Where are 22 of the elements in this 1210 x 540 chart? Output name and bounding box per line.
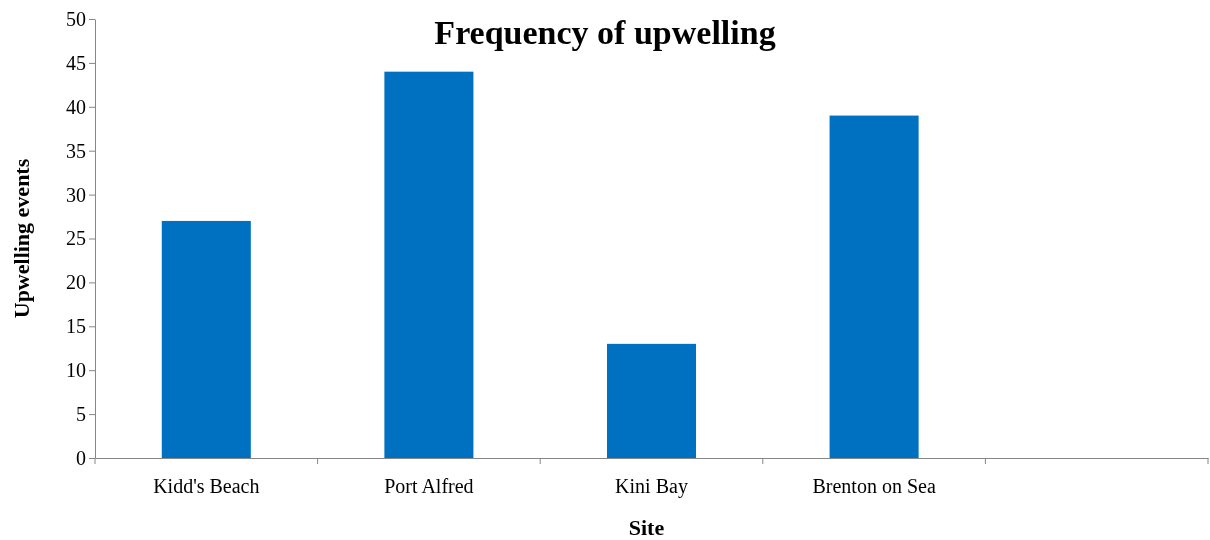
- x-tick-label: Kini Bay: [615, 475, 688, 498]
- x-tick-label: Port Alfred: [384, 475, 474, 497]
- x-tick-label: Brenton on Sea: [812, 475, 936, 497]
- y-tick-label: 25: [66, 227, 86, 250]
- y-tick-label: 45: [66, 51, 86, 74]
- chart-title: Frequency of upwelling: [434, 14, 776, 51]
- y-tick-label: 40: [66, 95, 86, 118]
- y-tick-label: 15: [66, 315, 86, 338]
- bar: [829, 115, 919, 458]
- bar: [161, 220, 251, 458]
- y-tick-label: 30: [66, 183, 86, 206]
- x-axis-title: Site: [628, 515, 665, 540]
- bar: [606, 343, 697, 458]
- x-tick-label: Kidd's Beach: [153, 475, 260, 497]
- y-tick-label: 20: [66, 271, 86, 294]
- y-tick-label: 35: [66, 139, 86, 162]
- y-tick-label: 50: [66, 7, 86, 30]
- y-axis-title: Upwelling events: [9, 158, 34, 319]
- y-tick-label: 0: [76, 446, 86, 469]
- y-tick-label: 5: [76, 403, 86, 425]
- bar: [384, 71, 474, 458]
- y-tick-label: 10: [66, 359, 86, 382]
